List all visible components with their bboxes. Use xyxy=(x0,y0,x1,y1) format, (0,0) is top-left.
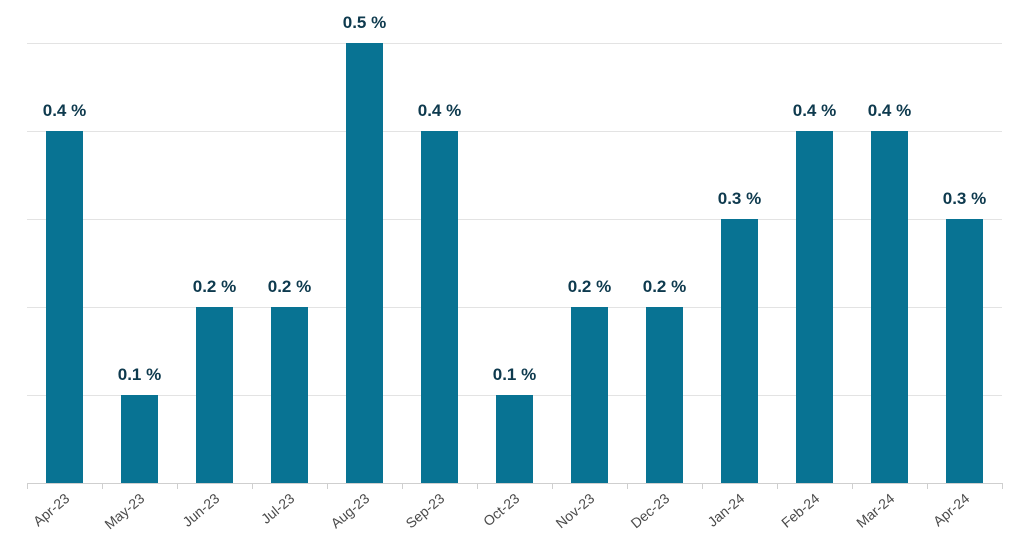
data-label: 0.3 % xyxy=(943,189,986,208)
x-tick-label: Apr-23 xyxy=(30,490,73,529)
data-label: 0.2 % xyxy=(643,277,686,296)
bar-aug-23 xyxy=(346,43,383,483)
bar-sep-23 xyxy=(421,131,458,483)
data-label: 0.4 % xyxy=(868,101,911,120)
x-tick-label: Jun-23 xyxy=(179,490,222,530)
bars xyxy=(46,43,983,483)
x-tick-label: Jul-23 xyxy=(258,490,298,527)
data-label: 0.2 % xyxy=(268,277,311,296)
x-tick-label: May-23 xyxy=(101,490,147,532)
bar-jul-23 xyxy=(271,307,308,483)
bar-jun-23 xyxy=(196,307,233,483)
gridlines xyxy=(27,43,1002,396)
bar-apr-24 xyxy=(946,219,983,483)
bar-apr-23 xyxy=(46,131,83,483)
data-label: 0.4 % xyxy=(418,101,461,120)
x-tick-label: Mar-24 xyxy=(853,490,897,531)
bar-oct-23 xyxy=(496,395,533,483)
x-tick-label: Sep-23 xyxy=(403,490,448,531)
x-tick-label: Nov-23 xyxy=(553,490,598,531)
x-tick-label: Jan-24 xyxy=(704,490,747,530)
x-axis xyxy=(27,483,1003,489)
data-label: 0.4 % xyxy=(793,101,836,120)
bar-dec-23 xyxy=(646,307,683,483)
x-tick-label: Aug-23 xyxy=(328,490,373,531)
x-tick-label: Oct-23 xyxy=(480,490,523,529)
bar-jan-24 xyxy=(721,219,758,483)
bar-mar-24 xyxy=(871,131,908,483)
data-label: 0.5 % xyxy=(343,13,386,32)
data-labels: 0.4 % 0.1 % 0.2 % 0.2 % 0.5 % 0.4 % 0.1 % 0.2 %… xyxy=(43,13,986,384)
data-label: 0.1 % xyxy=(118,365,161,384)
data-label: 0.4 % xyxy=(43,101,86,120)
bar-nov-23 xyxy=(571,307,608,483)
data-label: 0.1 % xyxy=(493,365,536,384)
x-tick-label: Dec-23 xyxy=(628,490,673,531)
x-tick-labels: Apr-23 May-23 Jun-23 Jul-23 Aug-23 Sep-23 Oct-… xyxy=(30,490,973,532)
bar-feb-24 xyxy=(796,131,833,483)
data-label: 0.3 % xyxy=(718,189,761,208)
x-tick-label: Feb-24 xyxy=(778,490,822,531)
data-label: 0.2 % xyxy=(568,277,611,296)
x-tick-label: Apr-24 xyxy=(930,490,973,529)
bar-may-23 xyxy=(121,395,158,483)
data-label: 0.2 % xyxy=(193,277,236,296)
